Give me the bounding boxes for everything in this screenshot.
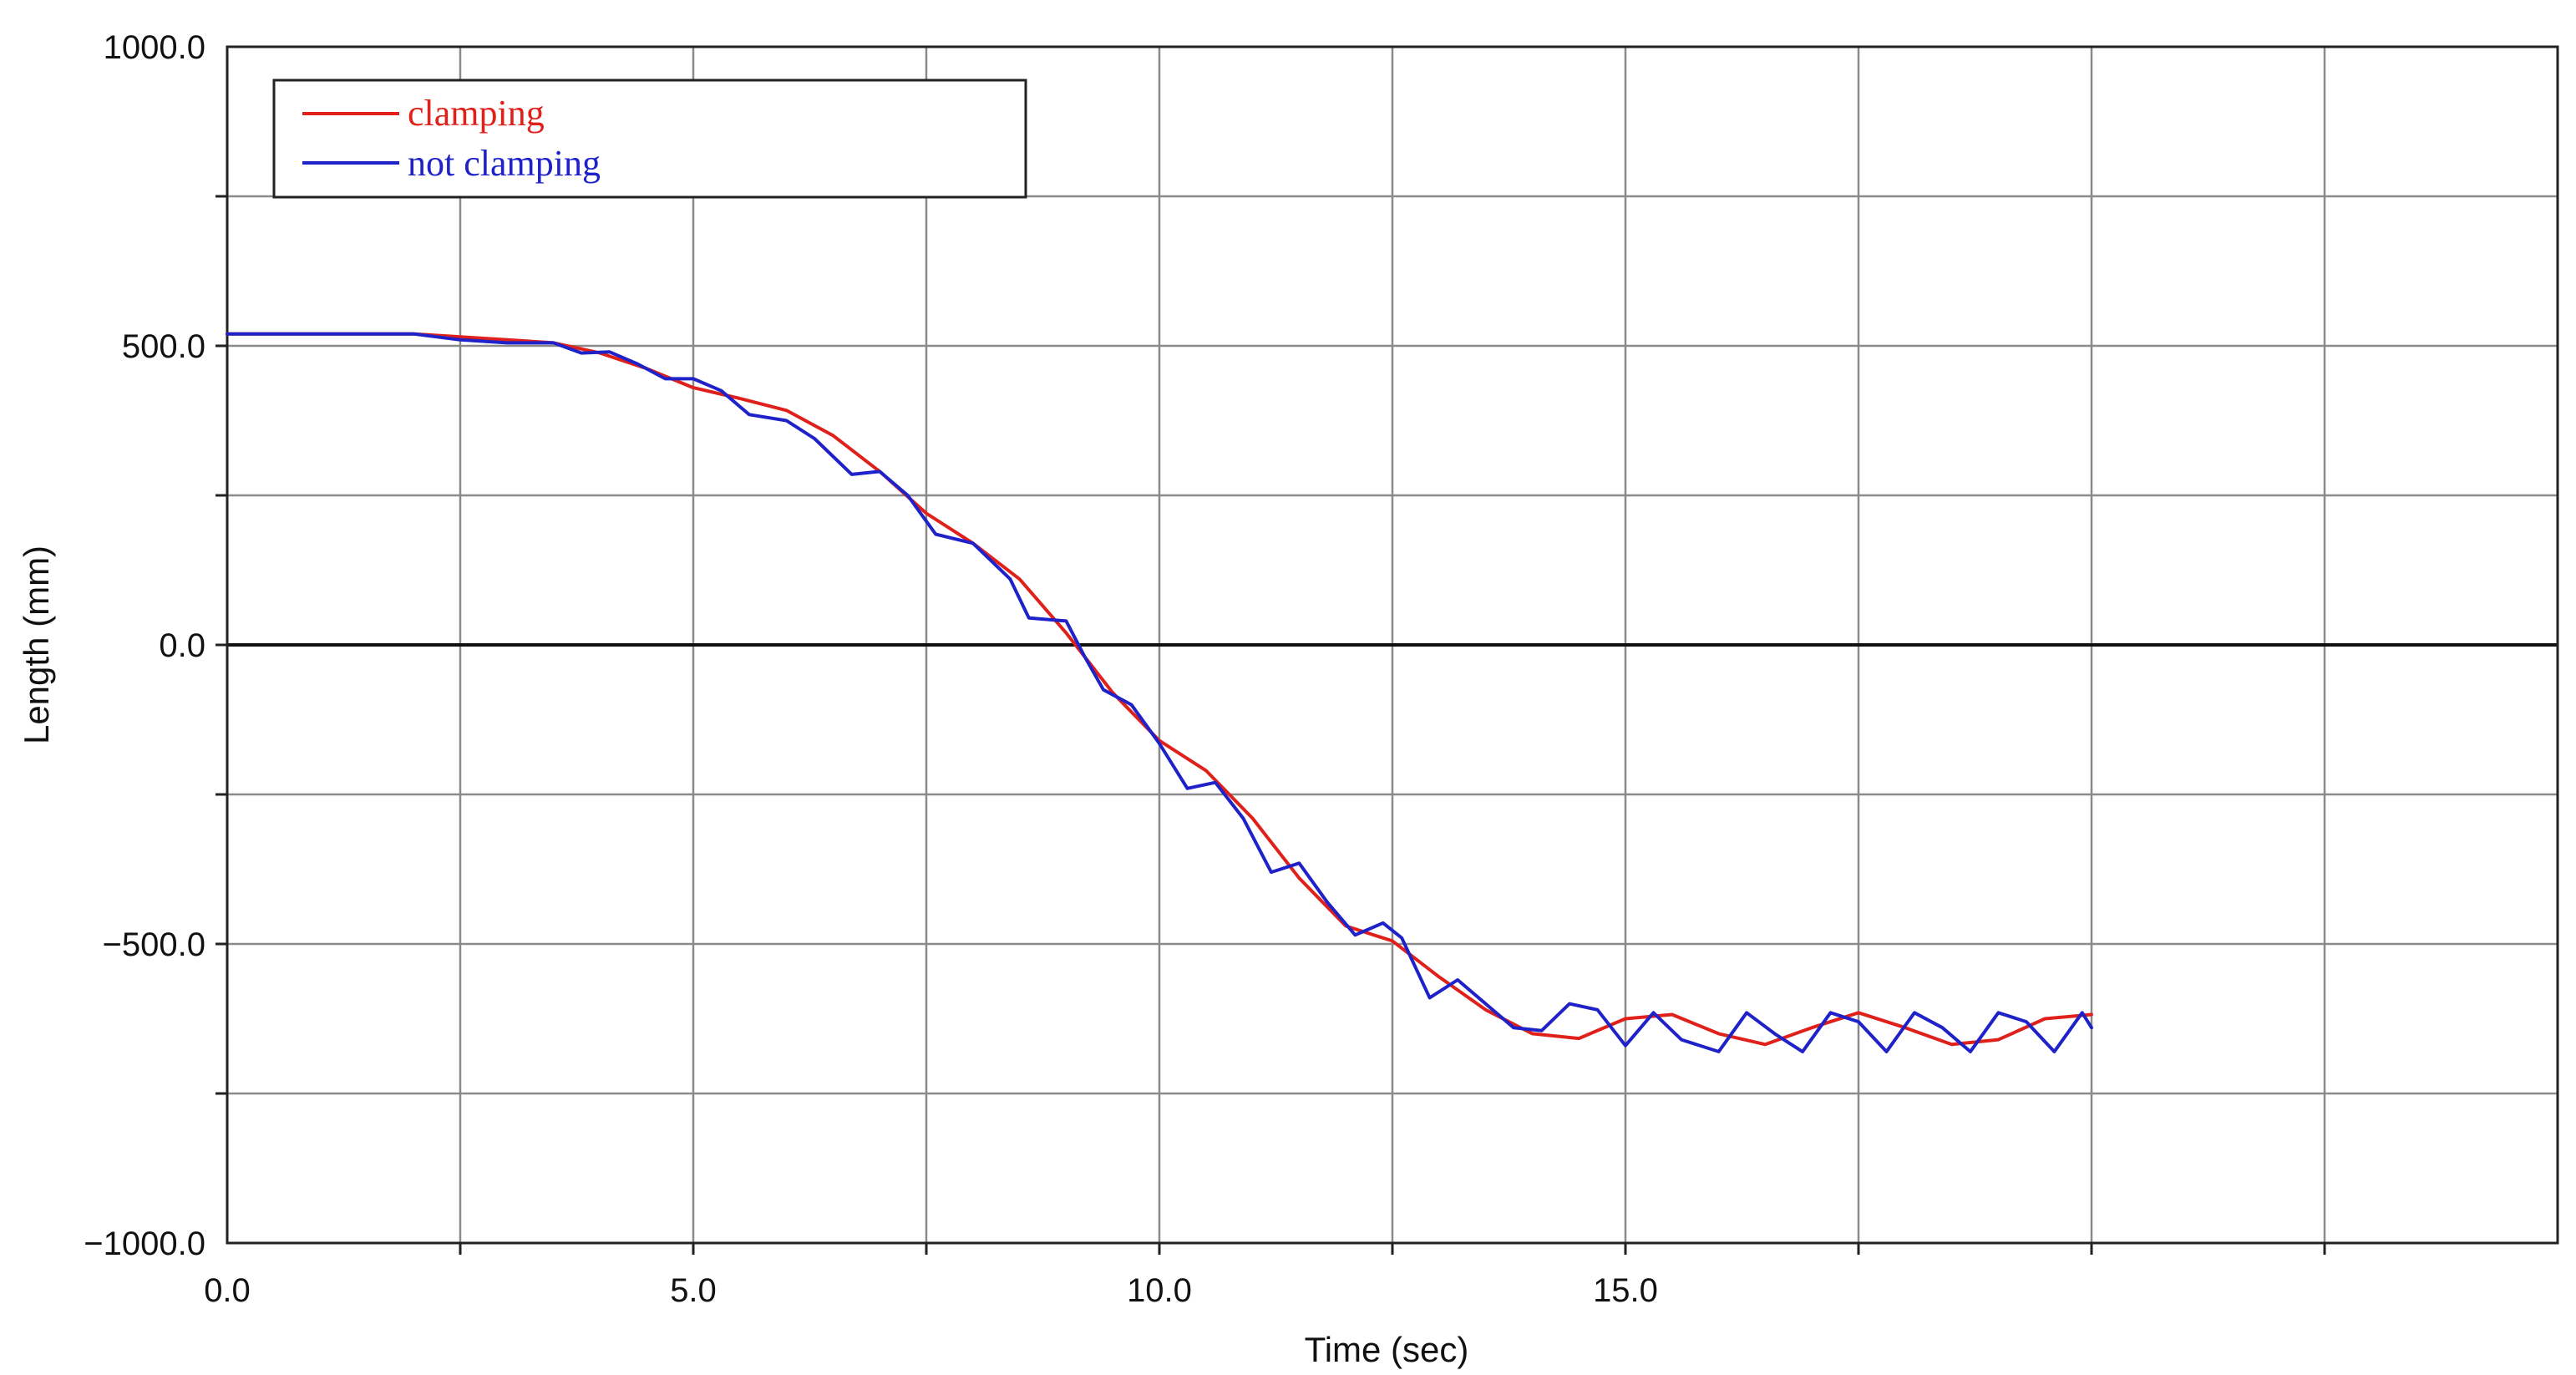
y-tick-label: −500.0: [103, 926, 205, 963]
plot-area-border: [226, 45, 2559, 1245]
x-tick-label: 10.0: [1127, 1272, 1192, 1309]
x-tick-label: 5.0: [670, 1272, 717, 1309]
axis-ticks: [216, 195, 2326, 1255]
y-tick-label: −1000.0: [84, 1225, 205, 1262]
x-tick-label: 15.0: [1593, 1272, 1658, 1309]
series-line-not-clamping: [226, 332, 2093, 1053]
gridlines: [227, 47, 2558, 1243]
x-axis-title: Time (sec): [1305, 1330, 1469, 1369]
y-tick-label: 1000.0: [104, 29, 205, 66]
x-tick-label: 0.0: [204, 1272, 251, 1309]
x-tick-labels: 0.0 5.0 10.0 15.0: [204, 1272, 1658, 1309]
legend: clamping not clamping: [272, 79, 1027, 199]
series-layer: [226, 332, 2093, 1053]
y-tick-label: 0.0: [159, 627, 205, 664]
y-tick-label: 500.0: [122, 328, 205, 365]
legend-label-clamping: clamping: [408, 93, 545, 134]
y-axis-title: Length (mm): [17, 545, 56, 744]
legend-label-not-clamping: not clamping: [408, 143, 601, 184]
y-tick-labels: 1000.0 500.0 0.0 −500.0 −1000.0: [84, 29, 205, 1262]
legend-box: [272, 79, 1027, 199]
